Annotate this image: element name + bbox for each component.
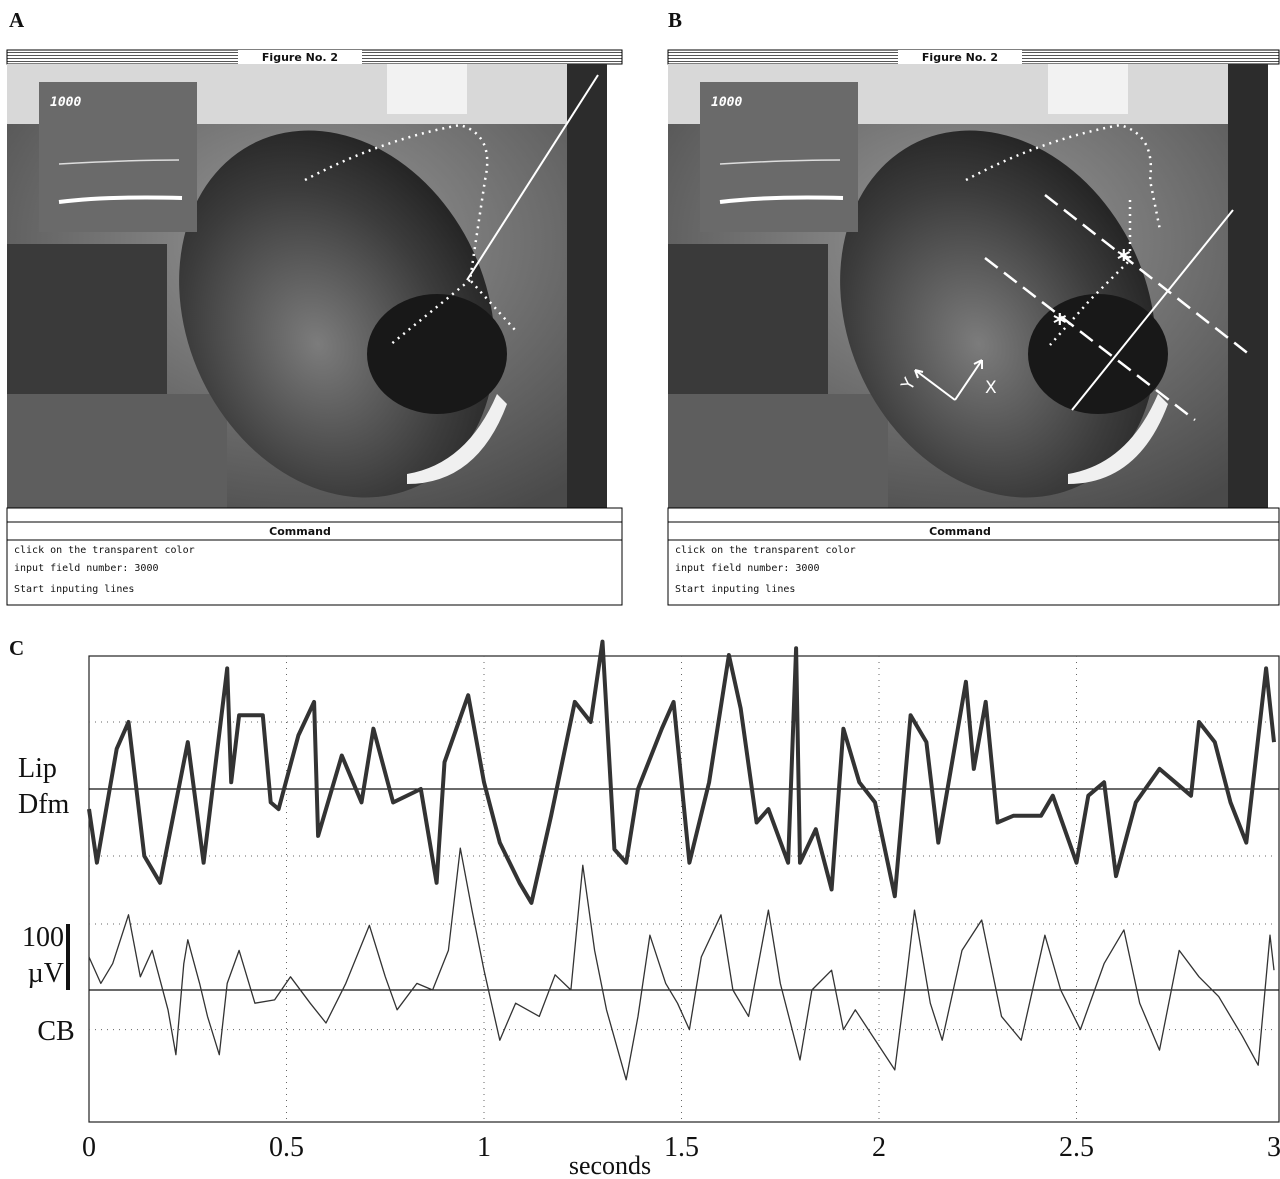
scale-label: µV	[28, 958, 64, 989]
dashed-line	[984, 257, 1196, 421]
x-tick-label: 0.5	[269, 1132, 304, 1163]
trace	[88, 847, 1275, 1081]
title-bg	[238, 50, 362, 64]
outline	[304, 123, 516, 346]
command-window	[6, 521, 623, 606]
command-window	[667, 521, 1280, 606]
trace	[87, 639, 1276, 905]
scroll	[6, 507, 623, 523]
chart: 0 0.5 1 1.5 2 2.5 3 Lip Dfm 100 µV CB	[18, 639, 1280, 1163]
command-line: click on the transparent color	[14, 545, 195, 556]
command-line: Start inputing lines	[675, 584, 795, 595]
outline	[965, 123, 1162, 346]
window-title: Figure No. 2	[922, 51, 998, 64]
plot-frame	[88, 655, 1280, 1123]
scroll	[667, 507, 1280, 523]
x-tick-label: 2	[872, 1132, 886, 1163]
axes-arrows	[914, 359, 983, 401]
svg-text:*: *	[1053, 309, 1067, 339]
photo	[5, 62, 609, 552]
command-line: input field number: 3000	[675, 563, 820, 574]
panel-label: A	[9, 8, 25, 32]
command-line: input field number: 3000	[14, 563, 159, 574]
command-title: Command	[269, 525, 331, 538]
title-bg	[898, 50, 1022, 64]
window: Figure No. 2 1000 Command click on the t…	[5, 49, 623, 606]
series-label: Dfm	[18, 789, 70, 820]
panel-label: C	[9, 636, 24, 660]
series-label: Lip	[18, 753, 57, 784]
command-line: Start inputing lines	[14, 584, 134, 595]
x-tick-label: 1	[477, 1132, 491, 1163]
line	[1071, 209, 1234, 411]
command-title: Command	[929, 525, 991, 538]
command-line: click on the transparent color	[675, 545, 856, 556]
x-tick-label: 0	[82, 1132, 96, 1163]
x-tick-label: 1.5	[664, 1132, 699, 1163]
inset-label: 1000	[50, 95, 81, 110]
x-tick-label: 2.5	[1059, 1132, 1094, 1163]
window: Figure No. 2 1000 * * X Y Command click …	[666, 49, 1280, 606]
axis-label: X	[985, 378, 997, 398]
x-axis-label: seconds	[569, 1151, 651, 1179]
line	[466, 74, 599, 281]
svg-text:*: *	[1117, 245, 1131, 275]
series-label: CB	[37, 1016, 74, 1047]
scale-label: 100	[22, 922, 64, 953]
photo	[666, 62, 1270, 552]
panel-label: B	[668, 8, 682, 32]
x-tick-label: 3	[1267, 1132, 1280, 1163]
dashed-line	[1044, 194, 1251, 356]
window-title: Figure No. 2	[262, 51, 338, 64]
inset-label: 1000	[711, 95, 742, 110]
